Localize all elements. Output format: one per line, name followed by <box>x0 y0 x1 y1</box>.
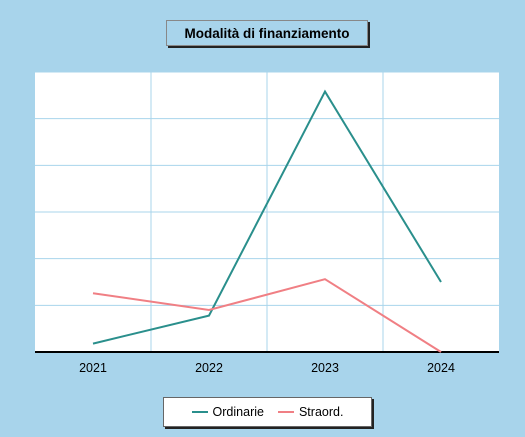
legend-label: Straord. <box>298 405 344 419</box>
legend-label: Ordinarie <box>212 405 264 419</box>
x-tick-label: 2023 <box>311 361 339 375</box>
legend: Ordinarie Straord. <box>163 397 372 427</box>
legend-swatch <box>191 411 208 413</box>
chart-title: Modalità di finanziamento <box>166 20 368 46</box>
legend-swatch <box>277 411 294 413</box>
x-tick-label: 2021 <box>79 361 107 375</box>
series-line-straord <box>92 278 442 353</box>
x-tick-label: 2024 <box>427 361 455 375</box>
legend-item: Straord. <box>277 405 344 419</box>
series-line-ordinarie <box>92 89 442 345</box>
legend-item: Ordinarie <box>191 405 264 419</box>
x-tick-label: 2022 <box>195 361 223 375</box>
